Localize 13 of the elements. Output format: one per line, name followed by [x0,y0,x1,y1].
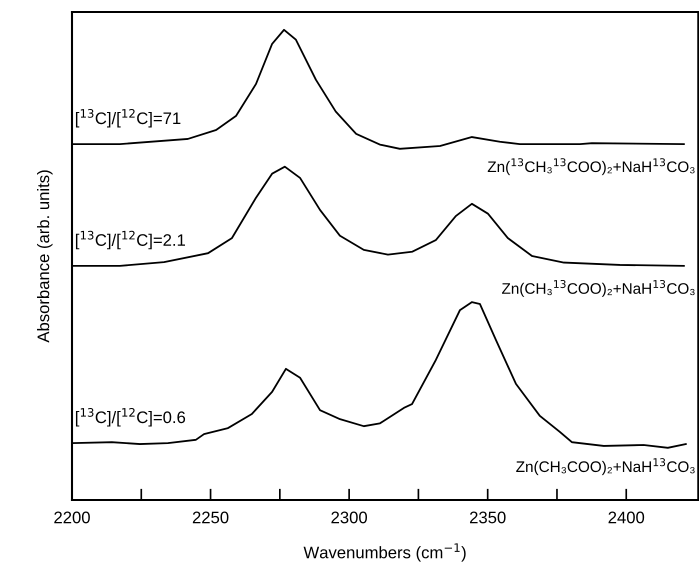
x-tick-label: 2250 [192,512,228,524]
series-label: [$^{13}$C]/[$^{12}$C]=0.6 [76,408,186,426]
annotation: Zn(CH₃$^{13}$COO)₂+NaH$^{13}$CO₃ [502,280,695,297]
x-tick-label: 2200 [54,512,90,524]
x-tick-label: 2300 [331,512,368,524]
x-tick-label: 2350 [470,512,506,524]
annotation: Zn($^{13}$CH₃$^{13}$COO)₂+NaH$^{13}$CO₃ [488,158,695,176]
series-label: [$^{13}$C]/[$^{12}$C]=2.1 [76,230,186,250]
y-axis-title: Absorbance (arb. units) [37,170,53,343]
series-label: [$^{13}$C]/[$^{12}$C]=71 [76,108,180,128]
annotation: Zn(CH₃COO)₂+NaH$^{13}$CO₃ [516,458,695,476]
x-tick-label: 2400 [608,512,644,524]
x-axis-title: Wavenumbers (cm$^{−1}$) [304,543,466,562]
